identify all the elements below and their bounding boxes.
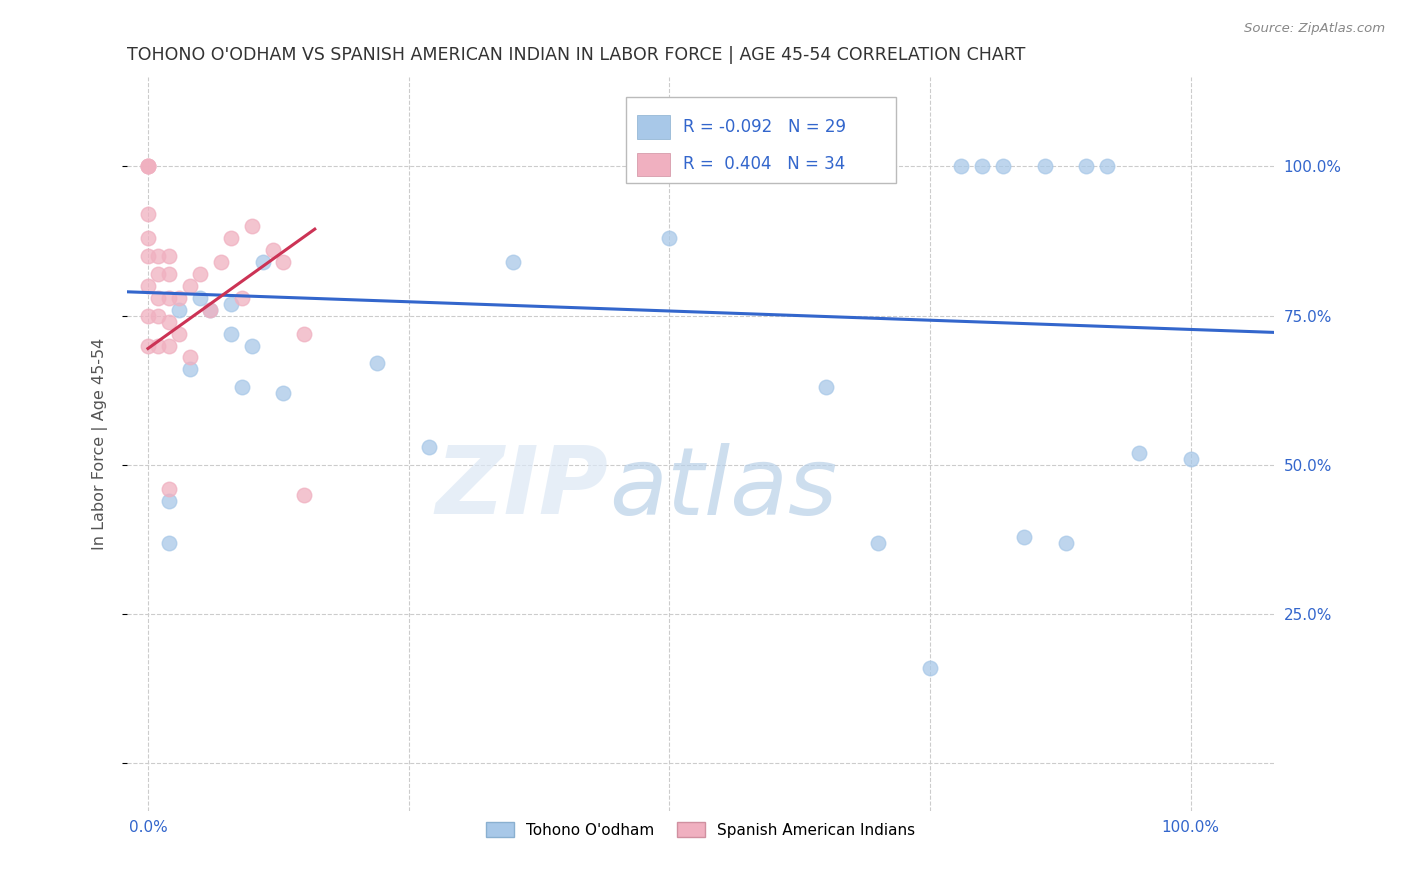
FancyBboxPatch shape	[637, 115, 669, 139]
Point	[1054, 535, 1077, 549]
Point	[1097, 160, 1119, 174]
Point	[136, 160, 159, 174]
Point	[1180, 452, 1202, 467]
Point	[136, 309, 159, 323]
Point	[157, 291, 180, 305]
Point	[814, 380, 837, 394]
Point	[179, 362, 201, 376]
Point	[200, 302, 222, 317]
Point	[221, 231, 243, 245]
Point	[157, 535, 180, 549]
Point	[991, 160, 1014, 174]
Point	[148, 249, 170, 263]
Point	[262, 243, 284, 257]
Text: R =  0.404   N = 34: R = 0.404 N = 34	[683, 155, 845, 173]
Point	[167, 291, 190, 305]
Point	[136, 207, 159, 221]
Y-axis label: In Labor Force | Age 45-54: In Labor Force | Age 45-54	[93, 338, 108, 550]
Point	[136, 231, 159, 245]
Point	[292, 488, 315, 502]
Point	[136, 249, 159, 263]
Point	[148, 267, 170, 281]
Point	[179, 278, 201, 293]
Point	[157, 315, 180, 329]
Point	[1033, 160, 1056, 174]
Point	[157, 338, 180, 352]
Point	[252, 255, 274, 269]
Point	[866, 535, 889, 549]
Point	[273, 386, 295, 401]
Point	[167, 326, 190, 341]
Point	[221, 326, 243, 341]
Text: ZIP: ZIP	[436, 442, 609, 534]
Point	[366, 356, 388, 370]
Point	[658, 231, 681, 245]
Point	[188, 267, 211, 281]
Point	[231, 380, 253, 394]
Point	[502, 255, 524, 269]
Point	[136, 160, 159, 174]
Point	[1128, 446, 1150, 460]
Point	[200, 302, 222, 317]
Point	[950, 160, 973, 174]
Point	[188, 291, 211, 305]
Point	[167, 302, 190, 317]
Point	[157, 493, 180, 508]
Point	[221, 297, 243, 311]
Point	[157, 267, 180, 281]
Text: 0.0%: 0.0%	[128, 820, 167, 835]
Point	[918, 661, 941, 675]
Point	[157, 249, 180, 263]
Point	[418, 440, 440, 454]
Point	[231, 291, 253, 305]
Text: 100.0%: 100.0%	[1161, 820, 1219, 835]
Point	[148, 291, 170, 305]
Point	[179, 351, 201, 365]
Legend: Tohono O'odham, Spanish American Indians: Tohono O'odham, Spanish American Indians	[479, 816, 921, 844]
Text: Source: ZipAtlas.com: Source: ZipAtlas.com	[1244, 22, 1385, 36]
FancyBboxPatch shape	[626, 96, 896, 184]
Point	[157, 482, 180, 496]
Point	[972, 160, 994, 174]
Point	[148, 309, 170, 323]
Point	[240, 338, 263, 352]
Text: atlas: atlas	[609, 442, 837, 533]
Point	[1076, 160, 1098, 174]
Text: TOHONO O'ODHAM VS SPANISH AMERICAN INDIAN IN LABOR FORCE | AGE 45-54 CORRELATION: TOHONO O'ODHAM VS SPANISH AMERICAN INDIA…	[127, 46, 1025, 64]
Point	[136, 278, 159, 293]
Point	[1012, 530, 1035, 544]
Point	[148, 338, 170, 352]
Point	[273, 255, 295, 269]
Point	[136, 160, 159, 174]
Point	[136, 338, 159, 352]
Point	[209, 255, 232, 269]
Point	[292, 326, 315, 341]
Text: R = -0.092   N = 29: R = -0.092 N = 29	[683, 118, 846, 136]
FancyBboxPatch shape	[637, 153, 669, 176]
Point	[240, 219, 263, 234]
